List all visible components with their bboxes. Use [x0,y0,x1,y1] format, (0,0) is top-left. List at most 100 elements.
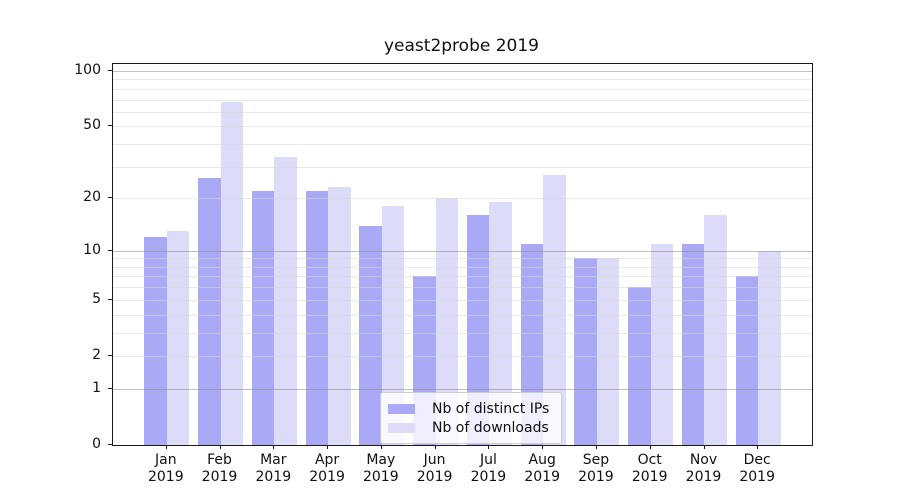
y-tick-mark [108,387,112,389]
legend-swatch [388,422,415,433]
x-tick-year: 2019 [470,469,507,485]
x-tick-label: Jan 2019 [136,452,196,486]
x-tick-month: Oct [637,452,662,468]
x-tick-month: Jan [155,452,177,468]
gridline-minor [113,126,812,128]
x-tick-month: Aug [528,452,556,468]
x-tick-label: Nov 2019 [674,452,734,486]
bar-downloads [328,187,351,445]
x-tick-year: 2019 [201,469,238,485]
gridline-minor [113,166,812,168]
x-tick-mark [273,445,275,449]
x-tick-label: Dec 2019 [727,452,787,486]
gridline-major [113,388,812,390]
gridline-minor [113,79,812,81]
x-tick-month: May [366,452,396,468]
bar-downloads [489,202,512,445]
x-tick-mark [542,445,544,449]
x-tick-mark [380,445,382,449]
bar-downloads [596,258,620,445]
x-tick-label: Jun 2019 [405,452,465,486]
y-tick-mark [108,444,112,445]
x-tick-mark [434,445,436,449]
bar-distinct-ips [735,276,759,445]
x-tick-year: 2019 [147,469,184,485]
y-tick-mark [108,249,112,251]
y-tick-label: 10 [83,241,101,258]
bar-downloads [758,250,781,445]
bar-downloads [704,215,727,445]
bar-distinct-ips [305,190,329,445]
x-tick-year: 2019 [578,469,614,485]
bar-distinct-ips [198,177,221,445]
bar-distinct-ips [359,225,382,445]
x-tick-label: May 2019 [351,452,411,486]
legend: Nb of distinct IPs Nb of downloads [380,392,563,444]
x-tick-mark [327,445,329,449]
x-tick-label: Feb 2019 [190,452,250,486]
bar-downloads [381,206,405,445]
gridline-minor [113,314,812,316]
x-tick-year: 2019 [362,469,399,485]
y-tick-mark [108,298,112,300]
plot-area: Nb of distinct IPs Nb of downloads [112,63,813,446]
bar-downloads [274,156,297,445]
x-tick-month: Jun [423,452,446,468]
y-tick-mark [108,125,112,127]
x-tick-label: Apr 2019 [297,452,357,486]
y-tick-label: 50 [83,117,101,134]
gridline-minor [113,198,812,200]
gridline-minor [113,332,812,334]
x-tick-year: 2019 [416,469,453,485]
x-tick-year: 2019 [255,469,292,485]
bar-downloads [220,101,244,445]
gridline-minor [113,111,812,113]
gridline-minor [113,144,812,145]
bar-distinct-ips [574,258,597,445]
bar-downloads [543,174,566,445]
y-tick-label: 20 [83,189,101,206]
bar-distinct-ips [628,287,651,445]
y-tick-mark [108,355,112,356]
y-tick-label: 1 [92,379,101,396]
y-tick-mark [108,197,112,199]
x-tick-mark [488,445,490,449]
bar-distinct-ips [144,237,167,445]
gridline-minor [113,299,812,301]
bar-downloads [435,198,459,445]
gridline-minor [113,258,812,260]
x-tick-label: Sep 2019 [566,452,626,486]
legend-row: Nb of distinct IPs [388,399,549,418]
gridline-minor [113,276,812,278]
gridline-minor [113,287,812,289]
gridline-minor [113,99,812,101]
legend-swatch [388,403,415,414]
bar-distinct-ips [251,190,275,445]
x-tick-year: 2019 [524,469,560,485]
x-tick-month: Nov [689,452,718,468]
gridline-major [113,250,812,252]
x-tick-label: Mar 2019 [243,452,303,486]
x-tick-month: Dec [743,452,771,468]
x-tick-label: Oct 2019 [620,452,680,486]
x-tick-month: Sep [582,452,610,468]
bar-downloads [166,231,190,445]
legend-label: Nb of distinct IPs [432,400,550,417]
y-tick-mark [108,69,112,71]
gridline-major [113,70,812,72]
chart-title: yeast2probe 2019 [383,36,539,56]
x-tick-month: Apr [314,452,340,468]
bar-distinct-ips [466,215,490,445]
legend-label: Nb of downloads [432,419,549,436]
x-tick-year: 2019 [685,469,722,485]
x-tick-mark [649,445,651,449]
legend-row: Nb of downloads [388,418,549,437]
y-tick-label: 100 [74,61,101,78]
x-tick-label: Jul 2019 [458,452,518,486]
y-tick-label: 2 [92,346,101,363]
y-tick-label: 0 [92,436,101,452]
x-tick-year: 2019 [739,469,775,485]
x-tick-month: Mar [260,452,287,468]
x-tick-mark [703,445,705,449]
